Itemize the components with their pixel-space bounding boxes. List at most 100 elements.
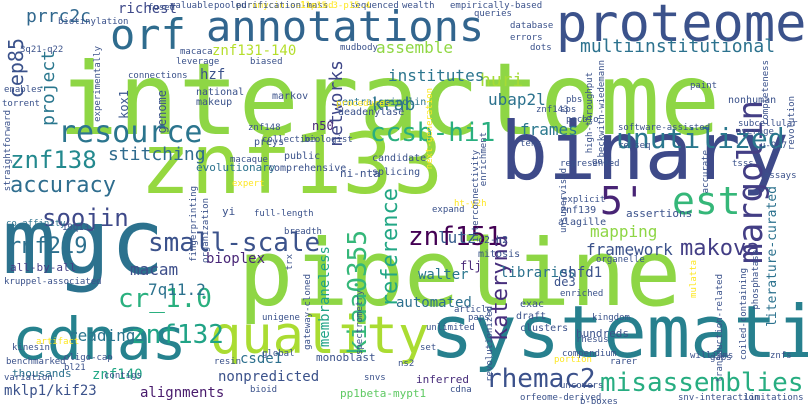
word: rhemac2 bbox=[486, 364, 596, 394]
word: kruppel-associated bbox=[4, 277, 102, 287]
word: valuable bbox=[170, 1, 214, 11]
word: unutilized bbox=[616, 122, 785, 155]
word: monoblast bbox=[316, 351, 376, 364]
word: de3 bbox=[554, 275, 576, 289]
word: orf bbox=[110, 10, 186, 59]
word: comprehensive bbox=[268, 163, 347, 174]
word: torrent bbox=[2, 99, 40, 109]
word: cdna bbox=[450, 385, 472, 395]
word: reading bbox=[68, 326, 136, 345]
word: znf133 bbox=[140, 115, 444, 213]
word: framework bbox=[586, 240, 673, 259]
word: draft bbox=[516, 311, 547, 322]
word: co-affinity bbox=[6, 219, 66, 229]
word: database bbox=[510, 21, 554, 31]
word: rnf219 bbox=[8, 234, 88, 259]
word: binary bbox=[500, 105, 789, 198]
word: enables bbox=[4, 85, 42, 95]
word: beckwith-wiedemann bbox=[597, 60, 607, 158]
word: revolutionized bbox=[485, 306, 495, 382]
word: alignments bbox=[140, 385, 225, 401]
word: trx bbox=[285, 254, 295, 271]
word: evolutionary bbox=[196, 161, 276, 174]
word: znf151 bbox=[408, 222, 502, 252]
word: mklp1/kif23 bbox=[4, 383, 97, 399]
word: ubap2l bbox=[488, 90, 546, 109]
word: snv-interaction bbox=[678, 393, 760, 403]
word: biologist bbox=[304, 135, 353, 145]
word: cr_1.0 bbox=[118, 284, 212, 314]
word: 11p15.3-p15.4 bbox=[300, 1, 371, 11]
word: ht-y2h bbox=[454, 199, 487, 209]
word: revolution bbox=[787, 96, 797, 151]
word: annotations bbox=[206, 2, 485, 51]
word: 7q11.2 bbox=[148, 280, 206, 299]
word: dots bbox=[530, 43, 552, 53]
word: huri bbox=[480, 70, 524, 91]
word: institutes bbox=[388, 66, 485, 85]
word: mgc bbox=[2, 190, 165, 295]
word: richest bbox=[118, 1, 178, 17]
word: walter bbox=[418, 267, 469, 283]
word: makova bbox=[680, 236, 760, 261]
word: spectrometry bbox=[355, 290, 365, 356]
word: completeness bbox=[761, 60, 771, 126]
word: explicit bbox=[562, 195, 606, 205]
word: 19q13 bbox=[62, 223, 90, 233]
word: williams bbox=[690, 351, 734, 361]
word: enrichment bbox=[479, 132, 489, 187]
word: unlimited bbox=[426, 323, 475, 333]
word: subcellular bbox=[738, 119, 798, 129]
word: accurate bbox=[701, 150, 711, 194]
word: artifact bbox=[36, 337, 80, 347]
word: exac bbox=[520, 299, 545, 310]
word: compendium bbox=[562, 349, 617, 359]
word: nonhuman bbox=[728, 95, 777, 106]
word: quality bbox=[210, 306, 430, 366]
word: genome bbox=[155, 90, 169, 134]
word: puromycin-selected bbox=[236, 1, 334, 11]
word: 5' bbox=[600, 179, 646, 223]
word: znf143 bbox=[536, 105, 569, 115]
word: c2-h2 bbox=[478, 235, 509, 246]
word: mudbody bbox=[340, 43, 378, 53]
word: leverage bbox=[176, 57, 220, 67]
word: candidate bbox=[372, 153, 427, 164]
word: coiled-containing bbox=[739, 268, 749, 361]
word: markov bbox=[272, 91, 309, 102]
word: national bbox=[196, 87, 245, 98]
word: ni-nta bbox=[340, 167, 380, 180]
word: project bbox=[38, 50, 59, 126]
word: procedures bbox=[336, 99, 391, 109]
word: enriched bbox=[560, 289, 604, 299]
word: rarer bbox=[610, 357, 638, 367]
word: ns2 bbox=[398, 359, 415, 369]
word: pipeline bbox=[238, 220, 682, 327]
word: errors bbox=[510, 33, 543, 43]
word: b-boxes bbox=[580, 397, 618, 404]
word: znf138 bbox=[10, 146, 97, 174]
word: bioplex bbox=[206, 251, 266, 267]
word: u-937 bbox=[760, 141, 788, 151]
word: multiinstitutional bbox=[580, 36, 776, 57]
word: est bbox=[672, 179, 741, 223]
word: assemble bbox=[376, 38, 454, 57]
word: gateway-cloned bbox=[303, 274, 313, 350]
word: collection bbox=[262, 135, 317, 145]
word: breadth bbox=[284, 227, 322, 237]
word: goal bbox=[592, 157, 614, 167]
word: kinesin bbox=[12, 343, 50, 353]
word: fingerprinting bbox=[189, 186, 199, 262]
word: libraries bbox=[500, 265, 576, 281]
word: portion bbox=[554, 355, 592, 365]
word: makeup bbox=[196, 97, 233, 108]
word: interconnectivity bbox=[471, 150, 481, 243]
word: biased bbox=[250, 57, 283, 67]
word: mitosis bbox=[478, 249, 521, 260]
word: next-generation bbox=[425, 88, 435, 170]
word: macaque bbox=[230, 155, 268, 165]
word: gaps bbox=[710, 353, 732, 363]
word: pbs bbox=[566, 95, 583, 105]
